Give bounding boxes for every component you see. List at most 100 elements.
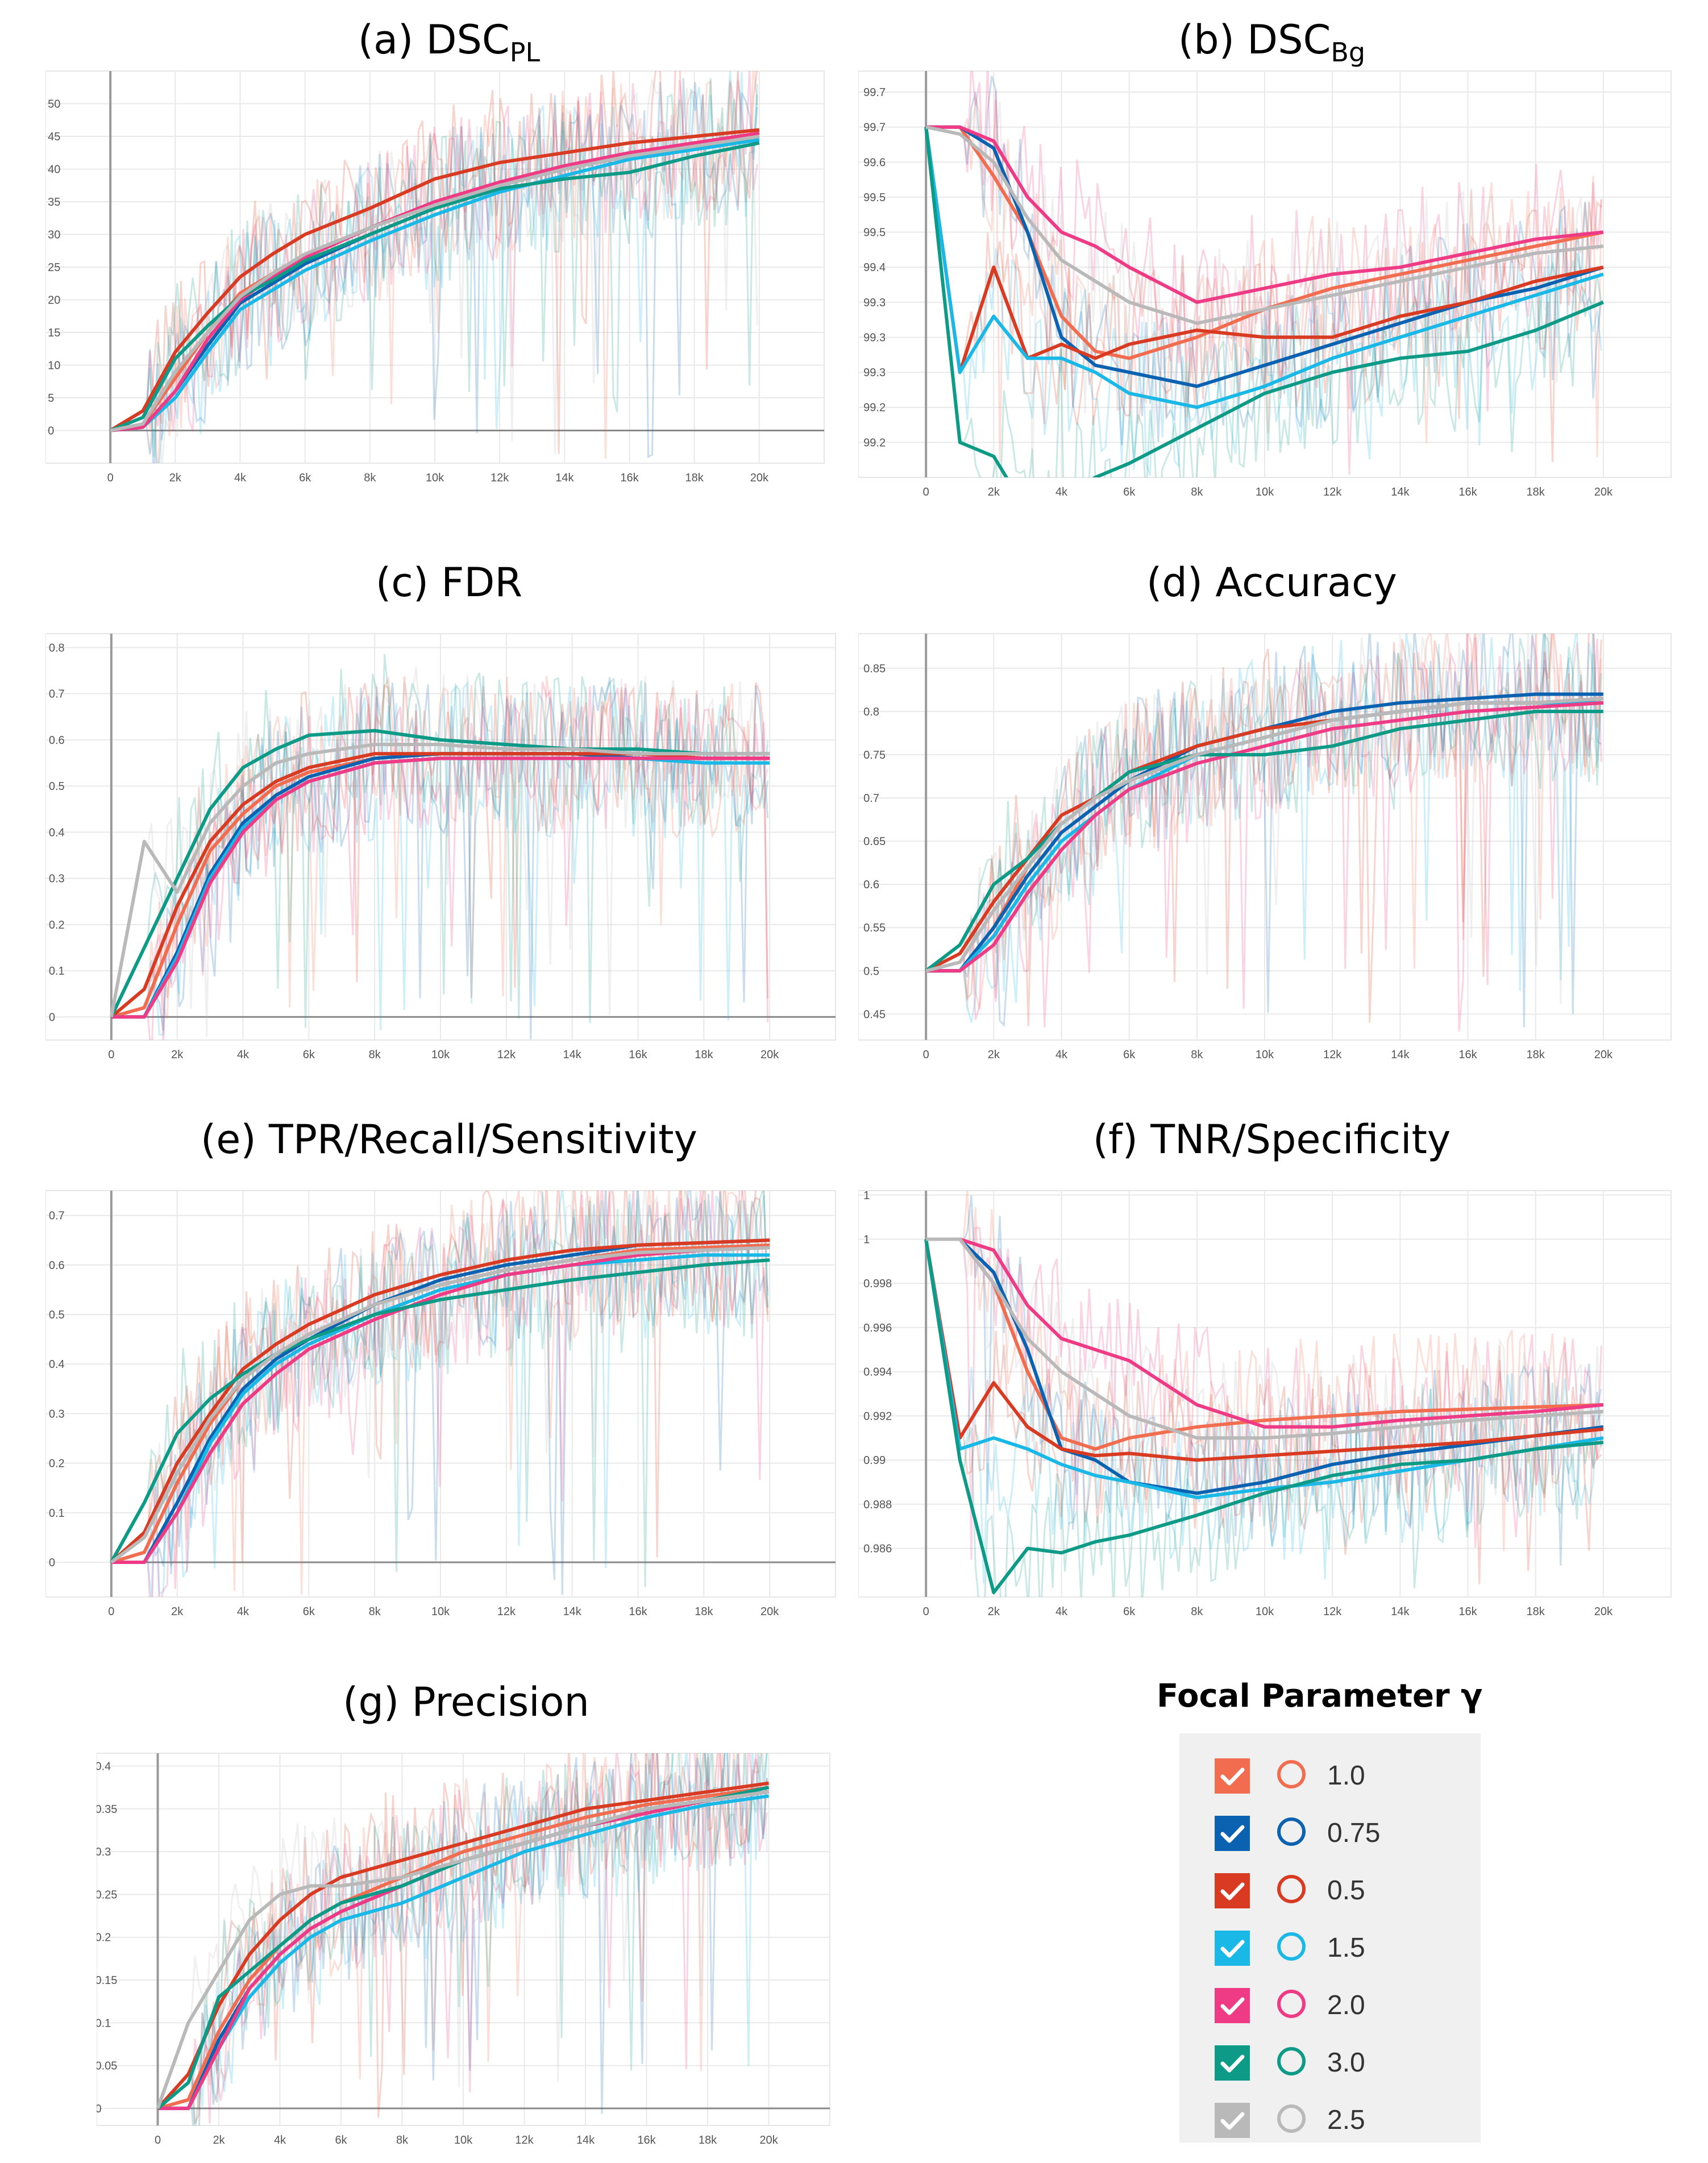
raw-trace-2.0 xyxy=(943,1226,1602,1560)
y-tick-label: 0 xyxy=(49,1011,55,1024)
x-tick-label: 16k xyxy=(637,2134,656,2147)
raw-trace-1.0 xyxy=(943,634,1602,1010)
checkbox-check-icon[interactable] xyxy=(1215,1758,1250,1794)
x-tick-label: 0 xyxy=(108,1605,114,1618)
circle-icon[interactable] xyxy=(1277,1990,1306,2018)
x-tick-label: 18k xyxy=(695,1605,713,1618)
circle-icon[interactable] xyxy=(1277,1875,1306,1903)
checkbox-check-icon[interactable] xyxy=(1215,1873,1250,1908)
raw-trace-3.0 xyxy=(126,78,758,457)
y-tick-label: 1 xyxy=(863,1189,870,1202)
y-tick-label: 0.45 xyxy=(863,1008,886,1021)
raw-trace-0.5 xyxy=(942,634,1602,1027)
checkbox-check-icon[interactable] xyxy=(1215,2103,1250,2138)
series-line-3.0 xyxy=(110,1258,770,1563)
series-group xyxy=(924,1191,1604,1597)
series-line-0.5 xyxy=(109,128,760,432)
x-tick-label: 12k xyxy=(1323,486,1342,498)
raw-trace-2.0 xyxy=(127,1191,769,1597)
raw-trace-2.5 xyxy=(942,102,1602,476)
y-tick-label: 99.2 xyxy=(863,402,886,414)
y-tick-label: 0.2 xyxy=(97,1932,111,1944)
raw-trace-0.75 xyxy=(127,1191,769,1595)
series-line-0.5 xyxy=(924,1238,1604,1462)
y-tick-label: 0.994 xyxy=(863,1366,892,1379)
series-line-2.5 xyxy=(926,1237,1603,1440)
chart-title-text: (a) DSC xyxy=(358,16,510,63)
circle-icon[interactable] xyxy=(1277,2047,1306,2075)
y-tick-label: 1 xyxy=(863,1233,870,1246)
series-line-3.0 xyxy=(110,141,760,432)
x-tick-label: 10k xyxy=(1256,1049,1274,1061)
circle-icon[interactable] xyxy=(1277,1932,1306,1961)
y-tick-label: 99.5 xyxy=(863,192,886,204)
x-tick-label: 16k xyxy=(629,1049,647,1061)
x-tick-label: 10k xyxy=(431,1605,450,1618)
checkbox-check-icon[interactable] xyxy=(1215,1988,1250,2023)
circle-icon[interactable] xyxy=(1277,1817,1306,1846)
circle-icon[interactable] xyxy=(1277,2104,1306,2133)
y-tick-label: 0.998 xyxy=(863,1278,892,1290)
chart-panel-d: (d) Accuracy 0 2k 4k 6k 8k 10k 12k 14k 16k 18k 20k 0… xyxy=(858,554,1685,1063)
y-tick-label: 30 xyxy=(48,229,60,242)
chart-panel-a: (a) DSCPL 0 2k 4k 6k 8k 10k 12k 14k 16k 18k 20k 0 5 10… xyxy=(45,11,853,486)
chart-panel-e: (e) TPR/Recall/Sensitivity 0 2k 4k 6k 8k 10k 12… xyxy=(45,1111,853,1620)
checkbox-check-icon[interactable] xyxy=(1215,1931,1250,1966)
chart-title: (c) FDR xyxy=(45,554,853,611)
series-line-3.0 xyxy=(110,729,770,1018)
y-tick-label: 0.4 xyxy=(49,826,65,839)
x-tick-label: 2k xyxy=(988,1049,1000,1061)
series-line-2.0 xyxy=(111,1246,770,1564)
x-tick-label: 2k xyxy=(171,1605,184,1618)
circle-icon[interactable] xyxy=(1277,1760,1306,1788)
chart-panel-g: (g) Precision 0 2k 4k 6k 8k 10k 12k 14k 16k 18k 20k… xyxy=(97,1674,836,2148)
series-line-3.0 xyxy=(924,127,1604,477)
chart-panel-c: (c) FDR 0 2k 4k 6k 8k 10k 12k 14k 16k 18k 20k 0 0.1 0.… xyxy=(45,554,853,1063)
x-tick-label: 18k xyxy=(695,1049,713,1061)
x-tick-label: 4k xyxy=(237,1605,250,1618)
x-tick-label: 14k xyxy=(576,2134,595,2147)
chart-panel-f: (f) TNR/Specificity 0 2k 4k 6k 8k 10k 12k 14k 16k… xyxy=(858,1111,1685,1620)
y-tick-label: 0.5 xyxy=(49,780,65,793)
x-tick-label: 6k xyxy=(1123,1049,1136,1061)
x-tick-label: 0 xyxy=(923,486,929,498)
chart-title: (d) Accuracy xyxy=(858,554,1685,611)
chart-title-text: (d) Accuracy xyxy=(1146,559,1397,606)
checkbox-check-icon[interactable] xyxy=(1215,1816,1250,1851)
raw-trace-0.75 xyxy=(943,1195,1602,1566)
x-tick-label: 14k xyxy=(1391,1605,1410,1618)
series-line-2.5 xyxy=(925,125,1604,325)
y-tick-label: 20 xyxy=(48,294,60,307)
y-tick-label: 0.4 xyxy=(49,1358,65,1371)
raw-trace-2.0 xyxy=(943,634,1602,1032)
y-tick-label: 99.4 xyxy=(863,261,886,274)
x-tick-label: 4k xyxy=(234,472,247,484)
series-line-2.5 xyxy=(109,743,770,1017)
y-tick-label: 0.3 xyxy=(49,873,65,885)
x-tick-label: 10k xyxy=(454,2134,473,2147)
y-tick-label: 0.99 xyxy=(863,1454,886,1467)
x-tick-label: 4k xyxy=(1055,1605,1068,1618)
x-tick-label: 10k xyxy=(1256,1605,1274,1618)
y-tick-label: 0.15 xyxy=(97,1974,117,1987)
x-tick-label: 16k xyxy=(620,472,639,484)
raw-trace-2.0 xyxy=(126,71,758,431)
y-tick-label: 35 xyxy=(48,196,60,209)
y-tick-label: 15 xyxy=(48,327,60,339)
x-tick-label: 2k xyxy=(169,472,182,484)
legend-title: Focal Parameter γ xyxy=(1157,1678,1483,1715)
series-line-1.0 xyxy=(926,125,1604,360)
series-line-1.0 xyxy=(157,1786,769,2110)
x-tick-label: 12k xyxy=(497,1049,516,1061)
legend-label: 2.5 xyxy=(1327,2105,1365,2135)
x-tick-label: 12k xyxy=(497,1605,516,1618)
raw-trace-1.0 xyxy=(126,71,758,463)
y-tick-label: 99.7 xyxy=(863,86,886,99)
x-tick-label: 2k xyxy=(988,1605,1000,1618)
y-tick-label: 0.988 xyxy=(863,1499,892,1511)
x-tick-label: 8k xyxy=(369,1049,381,1061)
chart-title: (a) DSCPL xyxy=(45,11,853,81)
checkbox-check-icon[interactable] xyxy=(1215,2045,1250,2081)
y-tick-label: 0.992 xyxy=(863,1410,892,1422)
x-tick-label: 20k xyxy=(761,1605,779,1618)
